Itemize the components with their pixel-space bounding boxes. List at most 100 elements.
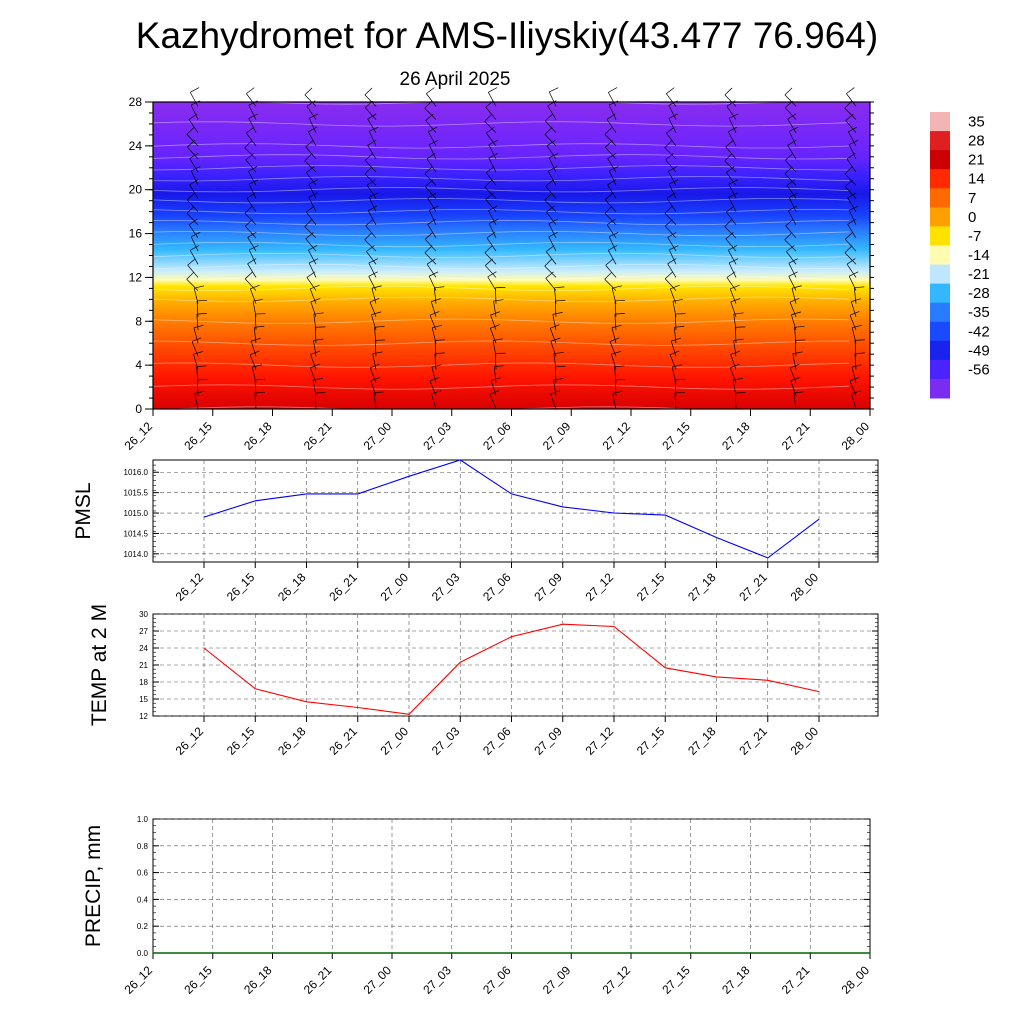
x-tick-label: 27_12: [583, 724, 617, 758]
colorbar-label: 21: [968, 152, 985, 169]
y-tick-label: 1015.0: [124, 509, 149, 518]
y-tick-label: 0.4: [137, 895, 149, 904]
y-tick-label: 0.0: [137, 949, 149, 958]
wind-barb-flag: [725, 88, 732, 95]
colorbar-label: -14: [968, 247, 990, 264]
colorbar-swatch: [930, 265, 950, 285]
x-tick-label: 26_12: [173, 570, 207, 604]
y-tick-label: 1014.5: [124, 529, 149, 538]
y-tick-label: 24: [139, 644, 148, 653]
x-tick-label: 27_18: [685, 724, 719, 758]
wind-barb-flag: [846, 88, 854, 94]
x-tick-label: 26_15: [224, 570, 258, 604]
y-tick-label: 18: [139, 678, 148, 687]
colorbar-swatch: [930, 188, 950, 208]
x-tick-label: 27_15: [634, 724, 668, 758]
x-tick-label: 27_06: [480, 724, 514, 758]
wind-barb-flag: [666, 88, 674, 94]
colorbar-swatch: [930, 226, 950, 246]
y-tick-label: 20: [129, 183, 143, 197]
colorbar-swatch: [930, 360, 950, 380]
x-tick-label: 26_12: [122, 419, 156, 453]
x-tick-label: 26_18: [241, 963, 275, 997]
wind-barb-flag: [190, 88, 199, 93]
colorbar-label: 7: [968, 190, 976, 207]
x-tick-label: 28_00: [839, 963, 873, 997]
y-tick-label: 4: [135, 358, 142, 372]
x-tick-label: 27_21: [779, 963, 813, 997]
colorbar-label: -42: [968, 323, 990, 340]
colorbar-label: -7: [968, 228, 981, 245]
x-tick-label: 27_00: [378, 724, 412, 758]
x-tick-label: 26_12: [122, 963, 156, 997]
x-tick-label: 26_18: [275, 724, 309, 758]
x-tick-label: 27_00: [378, 570, 412, 604]
y-tick-label: 15: [139, 695, 148, 704]
colorbar-label: -21: [968, 266, 990, 283]
colorbar-swatch: [930, 169, 950, 189]
colorbar-swatch: [930, 303, 950, 323]
x-tick-label: 27_21: [736, 570, 770, 604]
x-tick-label: 27_15: [659, 963, 693, 997]
y-tick-label: 0.2: [137, 922, 149, 931]
y-axis-label: PRECIP, mm: [82, 825, 105, 947]
y-tick-label: 1016.0: [124, 468, 149, 477]
x-tick-label: 27_00: [361, 963, 395, 997]
x-tick-label: 26_21: [301, 963, 335, 997]
x-tick-label: 27_03: [420, 419, 454, 453]
colorbar-label: -56: [968, 361, 990, 378]
y-axis-label: PMSL: [72, 482, 95, 539]
x-tick-label: 27_21: [736, 724, 770, 758]
x-tick-label: 27_18: [719, 419, 753, 453]
x-tick-label: 27_09: [531, 724, 565, 758]
x-tick-label: 27_03: [429, 724, 463, 758]
x-tick-label: 27_09: [540, 419, 574, 453]
x-tick-label: 27_03: [429, 570, 463, 604]
x-tick-label: 27_09: [531, 570, 565, 604]
colorbar-label: 28: [968, 133, 985, 150]
colorbar-swatch: [930, 322, 950, 342]
y-tick-label: 30: [139, 610, 148, 619]
colorbar-swatch: [930, 112, 950, 132]
x-tick-label: 28_00: [788, 570, 822, 604]
x-tick-label: 26_18: [241, 419, 275, 453]
wind-barb-flag: [246, 88, 254, 94]
colorbar-swatch: [930, 131, 950, 151]
x-tick-label: 27_12: [583, 570, 617, 604]
x-tick-label: 26_15: [181, 963, 215, 997]
x-tick-label: 27_21: [779, 419, 813, 453]
y-tick-label: 1.0: [137, 815, 149, 824]
x-tick-label: 27_06: [480, 570, 514, 604]
y-tick-label: 1014.0: [124, 550, 149, 559]
x-tick-label: 26_15: [224, 724, 258, 758]
y-axis-label: TEMP at 2 M: [88, 604, 111, 726]
panel-frame: [153, 460, 878, 562]
wind-barb-flag: [608, 88, 617, 93]
y-tick-label: 12: [139, 712, 148, 721]
colorbar-label: 35: [968, 114, 985, 131]
colorbar-label: -49: [968, 342, 990, 359]
x-tick-label: 27_03: [420, 963, 454, 997]
colorbar-swatch: [930, 379, 950, 399]
y-tick-label: 28: [129, 95, 143, 109]
colorbar-swatch: [930, 150, 950, 170]
colorbar-label: -28: [968, 285, 990, 302]
x-tick-label: 27_18: [719, 963, 753, 997]
x-tick-label: 27_06: [480, 963, 514, 997]
x-tick-label: 27_00: [361, 419, 395, 453]
y-tick-label: 12: [129, 270, 143, 284]
x-tick-label: 26_12: [173, 724, 207, 758]
wind-barb-flag: [365, 88, 372, 95]
wind-barb-flag: [549, 88, 558, 92]
colorbar-label: 14: [968, 171, 985, 188]
y-tick-label: 16: [129, 227, 143, 241]
wind-barb-flag: [305, 88, 312, 95]
